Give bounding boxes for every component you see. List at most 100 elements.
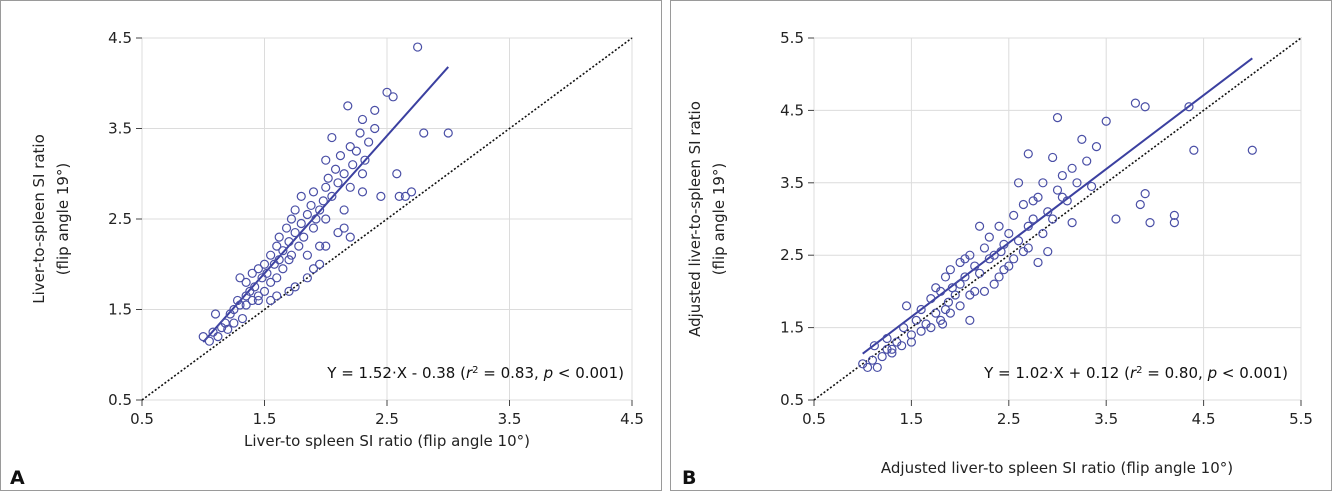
data-point <box>327 191 337 201</box>
data-point <box>323 173 333 183</box>
data-point <box>269 259 279 269</box>
y-tick-label: 5.5 <box>780 29 804 47</box>
data-point <box>897 341 907 351</box>
y-tick-label: 1.5 <box>108 301 132 319</box>
y-tick-label: 4.5 <box>108 29 132 47</box>
data-point <box>281 223 292 233</box>
data-point <box>345 232 355 242</box>
data-point <box>899 323 909 333</box>
data-point <box>1013 178 1024 188</box>
x-axis-title: Liver-to spleen SI ratio (flip angle 10°… <box>244 432 530 450</box>
x-tick-label: 4.5 <box>620 410 644 428</box>
data-point <box>229 304 239 315</box>
data-point <box>294 241 304 251</box>
data-point <box>253 264 263 274</box>
data-point <box>877 351 887 362</box>
data-point <box>274 255 284 265</box>
data-point <box>266 250 276 260</box>
data-point <box>1077 134 1087 144</box>
data-point <box>887 344 897 354</box>
data-point <box>357 114 368 125</box>
data-point <box>1135 199 1145 210</box>
data-point <box>339 169 349 179</box>
data-point <box>247 268 257 278</box>
data-point <box>936 315 946 325</box>
data-point <box>302 273 312 283</box>
data-point <box>232 295 243 306</box>
data-point <box>1018 246 1029 257</box>
data-point <box>979 243 990 253</box>
data-point <box>286 214 297 224</box>
data-point <box>253 295 263 306</box>
panel-a: 0.5 1.5 2.5 3.5 4.5 0.5 1.5 2.5 3.5 4.5 Y = 1.52·… <box>0 0 663 492</box>
data-point <box>308 223 319 233</box>
data-point <box>210 309 221 319</box>
data-point <box>1004 228 1014 239</box>
data-point <box>974 268 985 278</box>
data-point <box>306 200 316 211</box>
data-point <box>370 123 380 134</box>
data-point <box>302 209 312 220</box>
x-tick-label: 1.5 <box>899 410 923 428</box>
data-point <box>392 169 402 179</box>
data-point <box>318 196 328 206</box>
data-point <box>869 341 879 351</box>
data-point <box>278 246 288 256</box>
data-point <box>1057 170 1067 181</box>
data-point <box>1038 178 1048 188</box>
data-point <box>339 223 349 233</box>
data-point <box>862 362 873 373</box>
data-point <box>321 182 331 192</box>
data-point <box>1057 192 1067 202</box>
y-axis-title-line1: Liver-to-spleen SI ratio <box>30 134 48 304</box>
data-point <box>974 221 985 231</box>
data-point <box>1072 178 1082 188</box>
data-point <box>926 294 936 304</box>
data-point <box>887 348 897 358</box>
data-point <box>970 261 980 271</box>
data-point <box>290 227 300 238</box>
data-point <box>278 264 288 274</box>
data-point <box>355 128 365 138</box>
y-tick-label: 4.5 <box>780 101 804 119</box>
data-point <box>388 92 398 102</box>
data-point <box>259 259 270 269</box>
data-point <box>241 300 251 310</box>
data-point <box>989 279 999 289</box>
data-point <box>1028 196 1038 206</box>
data-point <box>247 295 257 306</box>
data-point <box>955 301 965 311</box>
data-point <box>302 250 312 260</box>
axis-ticks: 0.5 1.5 2.5 3.5 4.5 0.5 1.5 2.5 3.5 4.5 <box>108 29 644 428</box>
data-point <box>1169 210 1179 220</box>
data-point <box>901 301 912 311</box>
regression-line <box>862 57 1253 355</box>
data-point <box>241 277 251 287</box>
data-point <box>296 191 306 201</box>
panel-frame <box>0 0 662 491</box>
data-point <box>931 308 941 318</box>
data-point <box>1052 113 1063 123</box>
data-point <box>1023 149 1033 159</box>
data-point <box>274 232 284 242</box>
data-point <box>315 259 325 269</box>
data-point <box>1009 254 1019 264</box>
data-point <box>1033 257 1043 268</box>
data-point <box>413 42 423 52</box>
data-point <box>916 304 926 315</box>
data-point <box>259 286 270 296</box>
x-tick-label: 5.5 <box>1289 410 1313 428</box>
data-points <box>858 98 1257 373</box>
data-point <box>1043 246 1053 257</box>
data-point <box>1038 228 1048 239</box>
x-tick-label: 2.5 <box>997 410 1021 428</box>
data-point <box>308 187 319 197</box>
data-point <box>1018 199 1029 210</box>
x-tick-label: 3.5 <box>1094 410 1118 428</box>
data-point <box>237 313 248 324</box>
data-point <box>950 290 960 300</box>
panel-letter: B <box>682 467 696 489</box>
data-point <box>1028 214 1038 224</box>
data-point <box>266 295 276 306</box>
data-point <box>257 273 267 283</box>
